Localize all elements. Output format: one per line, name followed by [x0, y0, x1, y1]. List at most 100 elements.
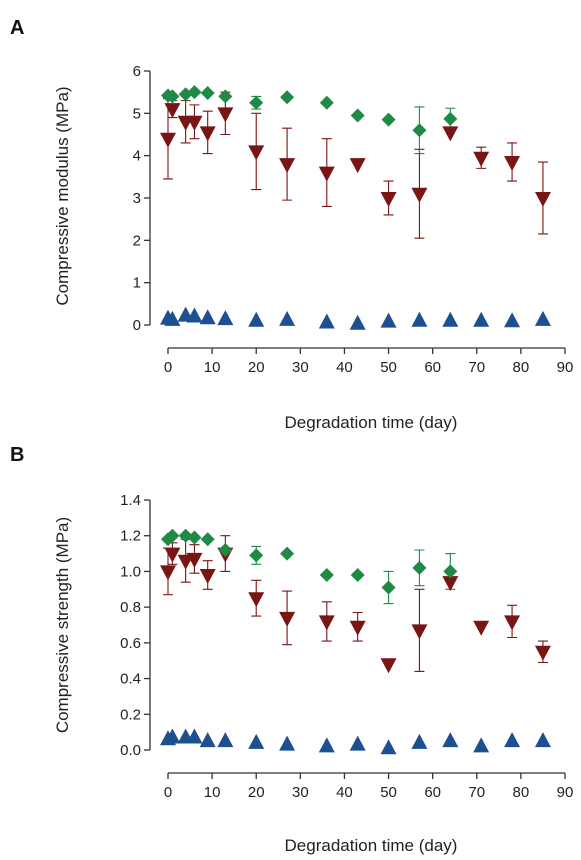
panel-a-triangle-up-point: [442, 311, 459, 327]
panel-a-diamond-point: [350, 108, 365, 123]
panel-b-triangle-up-point: [217, 732, 234, 748]
panel-b-x-tick-label: 40: [336, 784, 353, 801]
panel-b-diamond-point: [187, 530, 202, 545]
panel-a-x-tick-label: 30: [292, 359, 309, 376]
panel-a-y-tick-label: 6: [133, 63, 141, 80]
panel-b-y-tick-label: 0.2: [120, 706, 141, 723]
panel-a-diamond-point: [381, 112, 396, 127]
panel-b-diamond-point: [178, 528, 193, 543]
panel-a-y-tick-label: 0: [133, 317, 141, 334]
panel-b-y-tick-label: 0.6: [120, 635, 141, 652]
panel-b-x-tick-label: 10: [204, 784, 221, 801]
panel-b-triangle-down-point: [411, 624, 428, 640]
panel-a-triangle-up-point: [504, 312, 521, 328]
panel-a-y-tick-label: 4: [133, 148, 141, 165]
panel-a-diamond-point: [280, 90, 295, 105]
panel-b-diamond-point: [412, 560, 427, 575]
panel-a-letter: A: [10, 17, 24, 39]
panel-b-diamond-point: [165, 528, 180, 543]
panel-b-y-tick-label: 0.4: [120, 671, 141, 688]
panel-b-triangle-up-point: [411, 733, 428, 749]
panel-b-y-tick-label: 1.0: [120, 563, 141, 580]
panel-a-x-tick-label: 20: [248, 359, 265, 376]
panel-b-triangle-down-point: [349, 620, 366, 636]
panel-a-diamond-point: [218, 89, 233, 104]
panel-a-triangle-up-point: [349, 314, 366, 330]
panel-b-triangle-down-point: [279, 611, 296, 627]
panel-b-diamond-point: [280, 546, 295, 561]
panel-b-x-tick-label: 60: [424, 784, 441, 801]
panel-b-triangle-down-point: [442, 576, 459, 592]
panel-b-axes: 0.0 0.2 0.4 0.6 0.8 1.0 1.2 1.4 0 10 20 30 40 50 60 70 8…: [120, 492, 573, 801]
panel-b-diamond-point: [249, 548, 264, 563]
panel-a-triangle-down-point: [442, 126, 459, 142]
panel-a-x-tick-label: 0: [164, 359, 172, 376]
panel-b-x-tick-label: 20: [248, 784, 265, 801]
panel-a-triangle-up-point: [318, 313, 335, 329]
panel-a-diamond-point: [443, 111, 458, 126]
panel-a-triangle-up-point: [534, 310, 551, 326]
panel-a-x-tick-label: 50: [380, 359, 397, 376]
panel-b-triangle-up-point: [164, 728, 181, 744]
panel-b-y-axis-title: Compressive strength (MPa): [53, 517, 72, 733]
panel-b-diamond-point: [218, 543, 233, 557]
panel-b-diamond-point: [443, 564, 458, 579]
panel-b-triangle-up-point: [534, 732, 551, 748]
panel-b-triangle-down-point: [164, 547, 181, 563]
panel-a-x-tick-label: 40: [336, 359, 353, 376]
panel-a-x-tick-label: 90: [557, 359, 574, 376]
panel-a-triangle-down-point: [279, 158, 296, 174]
panel-b-x-axis-title: Degradation time (day): [285, 836, 458, 855]
panel-a-y-tick-label: 2: [133, 232, 141, 249]
panel-b-triangle-down-point: [504, 615, 521, 631]
panel-b: B 0.0 0.2 0.4 0.6 0.8 1.0 1.2 1.4 0 10 20 30 40 50 60 7…: [10, 444, 573, 855]
panel-b-y-tick-label: 0.8: [120, 599, 141, 616]
panel-b-errorbars: [163, 535, 548, 672]
panel-b-triangle-down-point: [160, 565, 176, 581]
panel-b-y-tick-label: 1.2: [120, 528, 141, 545]
panel-a-y-tick-label: 1: [133, 275, 141, 292]
panel-a-triangle-up-point: [279, 310, 296, 326]
panel-b-triangle-up-point: [279, 735, 296, 751]
panel-b-x-tick-label: 70: [468, 784, 485, 801]
panel-a-triangle-down-point: [411, 187, 428, 203]
panel-b-y-tick-label: 1.4: [120, 492, 141, 509]
panel-a-triangle-down-point: [199, 126, 216, 142]
panel-a-triangle-down-point: [473, 151, 490, 167]
panel-b-triangle-up-point: [380, 739, 397, 755]
panel-a-triangle-up-point: [199, 309, 216, 325]
panel-a-triangle-up-point: [380, 312, 397, 328]
panel-b-diamond-point: [381, 580, 396, 595]
panel-a-x-tick-label: 10: [204, 359, 221, 376]
panel-b-letter: B: [10, 444, 24, 466]
panel-b-points: [160, 528, 551, 755]
panel-b-triangle-up-point: [248, 733, 265, 749]
panel-b-x-tick-label: 30: [292, 784, 309, 801]
panel-b-diamond-point: [200, 532, 215, 547]
panel-a-diamond-point: [200, 86, 215, 101]
panel-a-triangle-down-point: [380, 192, 397, 207]
panel-a-x-tick-label: 80: [513, 359, 530, 376]
panel-a-triangle-down-point: [504, 156, 521, 172]
panel-b-triangle-down-point: [380, 658, 397, 674]
panel-b-x-tick-label: 90: [557, 784, 574, 801]
panel-b-triangle-down-point: [186, 552, 203, 568]
panel-b-triangle-up-point: [186, 728, 203, 744]
panel-a-triangle-down-point: [318, 166, 335, 182]
panel-b-triangle-up-point: [473, 737, 490, 753]
panel-b-x-tick-label: 80: [513, 784, 530, 801]
panel-a-diamond-point: [319, 95, 334, 110]
panel-b-triangle-up-point: [199, 732, 216, 748]
panel-a-triangle-up-point: [217, 310, 234, 326]
panel-a-diamond-point: [165, 89, 180, 104]
panel-a-y-axis-title: Compressive modulus (MPa): [53, 86, 72, 305]
panel-a-diamond-point: [187, 85, 202, 100]
panel-a-y-tick-label: 5: [133, 105, 141, 122]
panel-a-triangle-up-point: [248, 311, 265, 327]
panel-a-diamond-point: [412, 123, 427, 138]
panel-a-triangle-down-point: [217, 107, 234, 123]
panel-b-triangle-up-point: [318, 737, 335, 753]
